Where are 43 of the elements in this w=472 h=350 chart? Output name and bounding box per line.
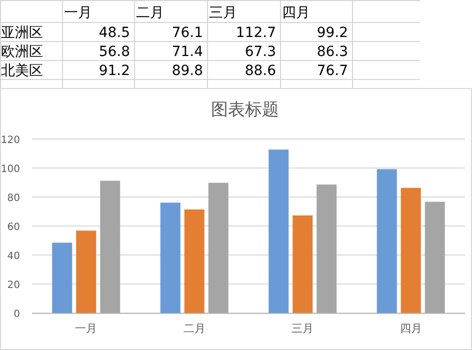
bar xyxy=(424,202,445,313)
y-tick-label: 80 xyxy=(7,193,20,204)
bar xyxy=(292,215,313,313)
y-tick-label: 100 xyxy=(0,164,20,175)
text: 亚洲区 xyxy=(1,25,43,41)
y-tick-label: 0 xyxy=(14,309,20,320)
text: 67.3 xyxy=(244,44,276,60)
x-tick-label: 四月 xyxy=(400,322,422,335)
text: 北美区 xyxy=(1,63,43,79)
bar xyxy=(160,202,180,313)
y-tick-label: 20 xyxy=(7,280,20,291)
bar xyxy=(76,230,96,313)
bar xyxy=(208,182,228,313)
text: 89.8 xyxy=(172,63,203,79)
x-tick-label: 二月 xyxy=(183,322,206,335)
y-tick-label: 60 xyxy=(7,222,20,233)
text: 91.2 xyxy=(98,63,130,79)
text: 71.4 xyxy=(172,44,204,60)
text: 99.2 xyxy=(316,25,348,41)
text: 二月 xyxy=(136,5,164,21)
text: 112.7 xyxy=(236,25,276,41)
text: 三月 xyxy=(209,5,237,21)
text: 48.5 xyxy=(98,25,130,41)
text: 56.8 xyxy=(98,44,130,60)
y-tick-label: 40 xyxy=(7,251,20,262)
bar xyxy=(376,169,397,313)
bar xyxy=(100,180,120,313)
text: 一月 xyxy=(64,5,92,21)
text: 76.1 xyxy=(172,25,203,41)
bar xyxy=(268,150,289,313)
x-tick-label: 一月 xyxy=(75,322,98,335)
text: 86.3 xyxy=(316,44,348,60)
bar xyxy=(400,188,421,313)
bar xyxy=(52,242,72,313)
text: 88.6 xyxy=(244,63,276,79)
text: 76.7 xyxy=(316,63,348,79)
text: 四月 xyxy=(282,5,310,21)
bar xyxy=(184,209,204,313)
bar xyxy=(316,184,337,313)
text: 欧洲区 xyxy=(1,44,43,60)
chart-title: 图表标题 xyxy=(211,100,279,120)
y-tick-label: 120 xyxy=(0,135,20,146)
x-tick-label: 三月 xyxy=(292,322,314,335)
